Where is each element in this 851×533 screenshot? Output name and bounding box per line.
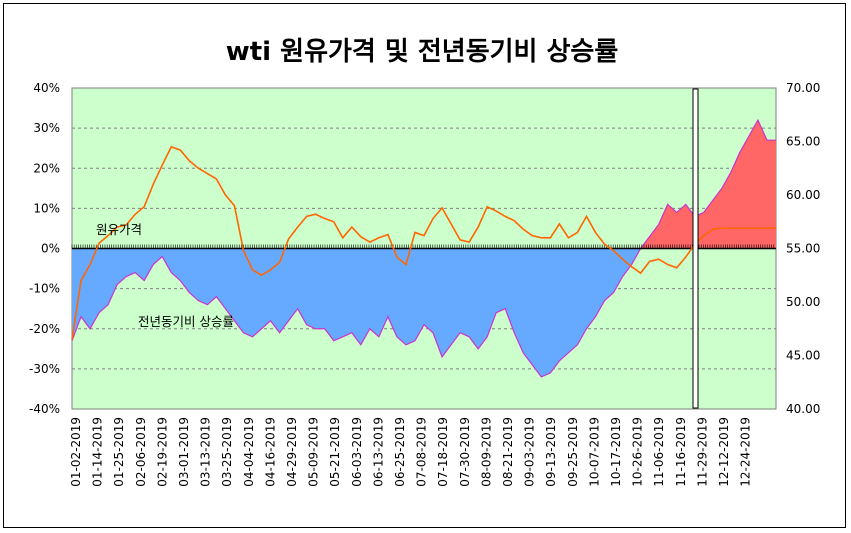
y-right-tick-label: 70.00 bbox=[786, 81, 820, 95]
x-tick-label: 07-18-2019 bbox=[436, 417, 450, 487]
x-tick-label: 02-19-2019 bbox=[155, 417, 169, 487]
x-tick-label: 10-26-2019 bbox=[631, 417, 645, 487]
x-tick-label: 07-08-2019 bbox=[415, 417, 429, 487]
x-tick-label: 12-24-2019 bbox=[739, 417, 753, 487]
x-tick-label: 06-25-2019 bbox=[393, 417, 407, 487]
y-left-tick-label: -40% bbox=[29, 402, 60, 416]
x-tick-label: 09-25-2019 bbox=[566, 417, 580, 487]
y-right-tick-label: 60.00 bbox=[786, 188, 820, 202]
x-tick-label: 03-01-2019 bbox=[177, 417, 191, 487]
current-marker-layer bbox=[692, 88, 699, 409]
x-tick-label: 01-25-2019 bbox=[112, 417, 126, 487]
x-tick-label: 06-13-2019 bbox=[371, 417, 385, 487]
zero-axis-layer bbox=[71, 244, 776, 250]
chart-title: wti 원유가격 및 전년동기비 상승률 bbox=[226, 37, 619, 67]
x-tick-label: 02-06-2019 bbox=[134, 417, 148, 487]
x-tick-label: 05-21-2019 bbox=[328, 417, 342, 487]
growth-area-positive bbox=[72, 120, 776, 249]
y-left-tick-label: -30% bbox=[29, 362, 60, 376]
y-left-tick-label: 30% bbox=[33, 121, 60, 135]
y-right-tick-label: 40.00 bbox=[786, 402, 820, 416]
annotations: 원유가격 전년동기비 상승률 bbox=[96, 222, 234, 329]
price-line-layer bbox=[71, 145, 776, 340]
growth-area-negative bbox=[72, 248, 776, 377]
y-left-tick-label: 20% bbox=[33, 161, 60, 175]
x-tick-label: 05-09-2019 bbox=[307, 417, 321, 487]
axes: 40% 30% 20% 10% 0% -10% -20% -30% -40% 70.00 65.00… bbox=[29, 81, 820, 487]
y-right-tick-label: 50.00 bbox=[786, 295, 820, 309]
x-tick-label: 10-07-2019 bbox=[587, 417, 601, 487]
x-tick-label: 03-13-2019 bbox=[199, 417, 213, 487]
x-tick-label: 01-14-2019 bbox=[91, 417, 105, 487]
annotation-growth: 전년동기비 상승률 bbox=[138, 314, 234, 329]
x-tick-label: 11-16-2019 bbox=[674, 417, 688, 487]
x-tick-label: 04-29-2019 bbox=[285, 417, 299, 487]
x-tick-label: 11-06-2019 bbox=[652, 417, 666, 487]
x-tick-label: 03-25-2019 bbox=[220, 417, 234, 487]
x-tick-label: 09-13-2019 bbox=[544, 417, 558, 487]
x-tick-label: 04-16-2019 bbox=[263, 417, 277, 487]
x-tick-label: 08-09-2019 bbox=[479, 417, 493, 487]
y-right-tick-label: 45.00 bbox=[786, 349, 820, 363]
y-left-tick-label: 0% bbox=[41, 242, 60, 256]
x-tick-label: 10-17-2019 bbox=[609, 417, 623, 487]
y-left-tick-label: -20% bbox=[29, 322, 60, 336]
y-left-tick-label: 10% bbox=[33, 201, 60, 215]
x-tick-label: 01-02-2019 bbox=[69, 417, 83, 487]
growth-area-layer bbox=[71, 118, 776, 378]
y-left-tick-label: 40% bbox=[33, 81, 60, 95]
x-tick-label: 07-30-2019 bbox=[458, 417, 472, 487]
x-tick-label: 06-03-2019 bbox=[350, 417, 364, 487]
y-right-tick-label: 55.00 bbox=[786, 242, 820, 256]
x-tick-label: 12-12-2019 bbox=[717, 417, 731, 487]
current-date-marker bbox=[692, 88, 699, 409]
price-line bbox=[71, 145, 776, 340]
x-tick-label: 04-04-2019 bbox=[242, 417, 256, 487]
y-left-tick-label: -10% bbox=[29, 282, 60, 296]
x-tick-label: 11-29-2019 bbox=[695, 417, 709, 487]
growth-edge-line bbox=[71, 118, 776, 378]
x-tick-label: 09-03-2019 bbox=[523, 417, 537, 487]
y-right-tick-label: 65.00 bbox=[786, 135, 820, 149]
x-tick-label: 08-21-2019 bbox=[501, 417, 515, 487]
annotation-price: 원유가격 bbox=[96, 222, 142, 237]
